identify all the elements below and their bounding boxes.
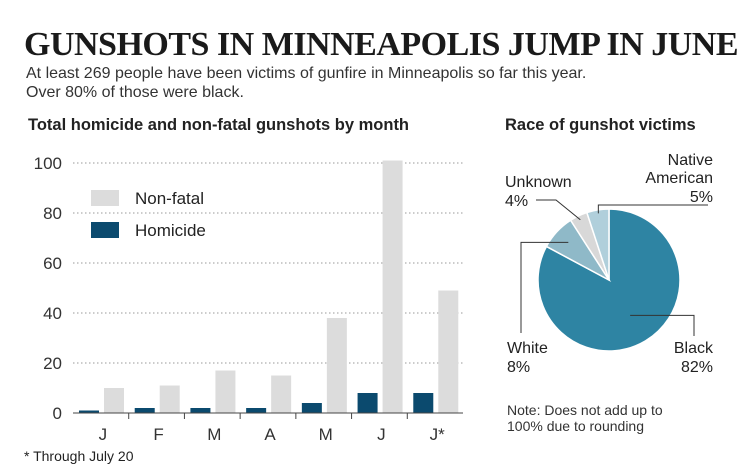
x-tick-label: J: [99, 425, 108, 444]
y-tick-label: 0: [53, 404, 62, 423]
bar-homicide: [79, 410, 99, 413]
y-tick-label: 60: [43, 254, 62, 273]
y-tick-label: 40: [43, 304, 62, 323]
bar-homicide: [357, 393, 378, 413]
note-line: Note: Does not add up to: [507, 402, 663, 418]
legend-label: Homicide: [135, 221, 206, 240]
y-tick-label: 20: [43, 354, 62, 373]
bar-nonfatal: [271, 375, 292, 413]
bar-homicide: [134, 408, 155, 413]
legend-swatch: [91, 222, 119, 238]
x-tick-label: M: [319, 425, 333, 444]
x-tick-label: M: [207, 425, 221, 444]
bar-chart-title: Total homicide and non-fatal gunshots by…: [28, 116, 410, 134]
x-tick-label: J: [377, 425, 386, 444]
bar-nonfatal: [104, 388, 124, 413]
footnote: * Through July 20: [24, 448, 134, 464]
pie-note: Note: Does not add up to 100% due to rou…: [507, 402, 663, 434]
bar-nonfatal: [215, 370, 236, 413]
page-title: GUNSHOTS IN MINNEAPOLIS JUMP IN JUNE: [24, 26, 739, 63]
legend-label: Non-fatal: [135, 189, 204, 208]
bar-nonfatal: [438, 290, 459, 413]
bar-homicide: [301, 403, 322, 413]
x-tick-label: A: [264, 425, 276, 444]
y-tick-label: 80: [43, 204, 62, 223]
bar-nonfatal: [382, 160, 403, 413]
legend-swatch: [91, 190, 119, 206]
x-tick-label: J*: [430, 425, 446, 444]
subtitle-line: Over 80% of those were black.: [26, 84, 244, 101]
bar-nonfatal: [326, 318, 347, 413]
y-tick-label: 100: [34, 154, 62, 173]
bar-homicide: [246, 408, 267, 413]
bar-homicide: [190, 408, 211, 413]
x-tick-label: F: [153, 425, 163, 444]
page-subtitle: At least 269 people have been victims of…: [26, 64, 726, 102]
bar-homicide: [413, 393, 434, 413]
pie-chart-title: Race of gunshot victims: [505, 116, 696, 134]
subtitle-line: At least 269 people have been victims of…: [26, 65, 587, 82]
bar-nonfatal: [159, 385, 180, 413]
note-line: 100% due to rounding: [507, 418, 644, 434]
